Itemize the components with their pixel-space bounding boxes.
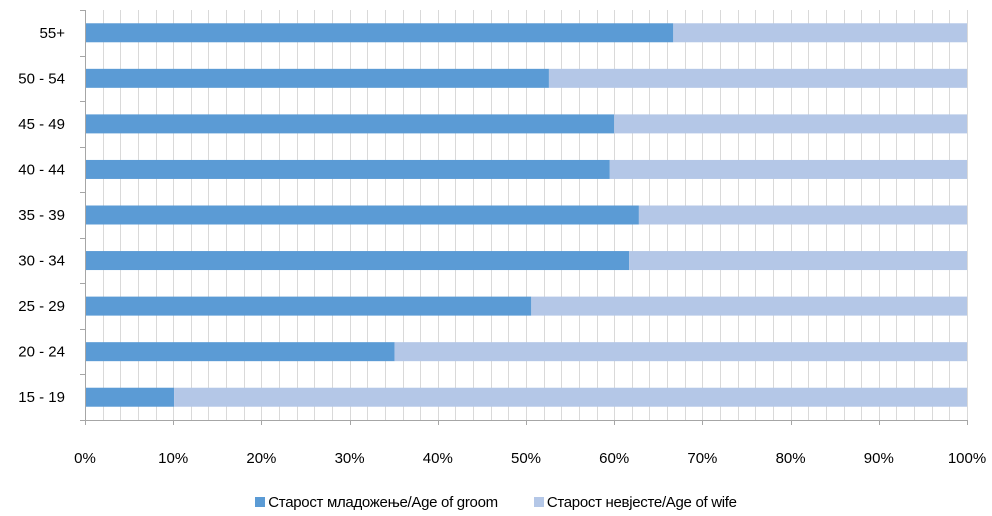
bar-groom	[85, 342, 395, 362]
chart: 55+ 50 - 54 45 - 49 40 - 44 35 - 39 30 - 34 25…	[18, 10, 986, 467]
x-tick-label: 100%	[948, 450, 986, 467]
y-tick-label: 30 - 34	[18, 253, 65, 270]
x-tick-label: 60%	[599, 450, 629, 467]
legend-label-wife: Старост невјесте/Age of wife	[546, 493, 737, 511]
x-tick-label: 90%	[864, 450, 894, 467]
legend-swatch-groom	[255, 497, 266, 507]
bar-groom	[85, 296, 532, 316]
y-tick-label: 25 - 29	[18, 298, 65, 315]
x-tick-label: 0%	[74, 450, 96, 467]
bar-wife	[673, 23, 967, 43]
y-tick-labels: 55+ 50 - 54 45 - 49 40 - 44 35 - 39 30 - 34 25…	[18, 25, 65, 406]
x-tick-label: 20%	[246, 450, 276, 467]
x-tick-label: 30%	[335, 450, 365, 467]
legend-label-groom: Старост младожење/Age of groom	[268, 493, 498, 511]
bar-groom	[85, 68, 549, 88]
bar-wife	[174, 387, 967, 407]
bar-groom	[85, 159, 610, 179]
bar-groom	[85, 387, 175, 407]
x-tick-label: 80%	[776, 450, 806, 467]
x-tick-labels: 0% 10% 20% 30% 40% 50% 60% 70% 80% 90% 100%	[74, 450, 986, 467]
y-tick-label: 45 - 49	[18, 116, 65, 133]
bar-wife	[548, 68, 967, 88]
bar-groom	[85, 114, 615, 134]
legend-item-groom: Старост младожење/Age of groom	[255, 494, 498, 511]
y-tick-label: 50 - 54	[18, 70, 65, 87]
x-tick-label: 10%	[158, 450, 188, 467]
y-tick-label: 55+	[40, 25, 66, 42]
y-tick-label: 35 - 39	[18, 207, 65, 224]
bar-wife	[614, 114, 967, 134]
bar-wife	[531, 296, 967, 316]
x-tick-label: 40%	[423, 450, 453, 467]
legend: Старост младожење/Age of groom Старост н…	[0, 490, 992, 514]
bar-groom	[85, 205, 639, 225]
bar-wife	[609, 159, 967, 179]
bar-wife	[629, 251, 967, 271]
y-tick-label: 40 - 44	[18, 161, 65, 178]
bar-groom	[85, 23, 674, 43]
x-tick-label: 50%	[511, 450, 541, 467]
legend-item-wife: Старост невјесте/Age of wife	[533, 493, 737, 511]
y-tick-label: 15 - 19	[18, 389, 65, 406]
legend-swatch-wife	[533, 497, 544, 507]
y-tick-label: 20 - 24	[18, 344, 65, 361]
bars	[85, 23, 967, 407]
bar-groom	[85, 251, 630, 271]
bar-wife	[638, 205, 967, 225]
bar-wife	[394, 342, 967, 362]
axes	[80, 10, 968, 425]
x-tick-label: 70%	[687, 450, 717, 467]
